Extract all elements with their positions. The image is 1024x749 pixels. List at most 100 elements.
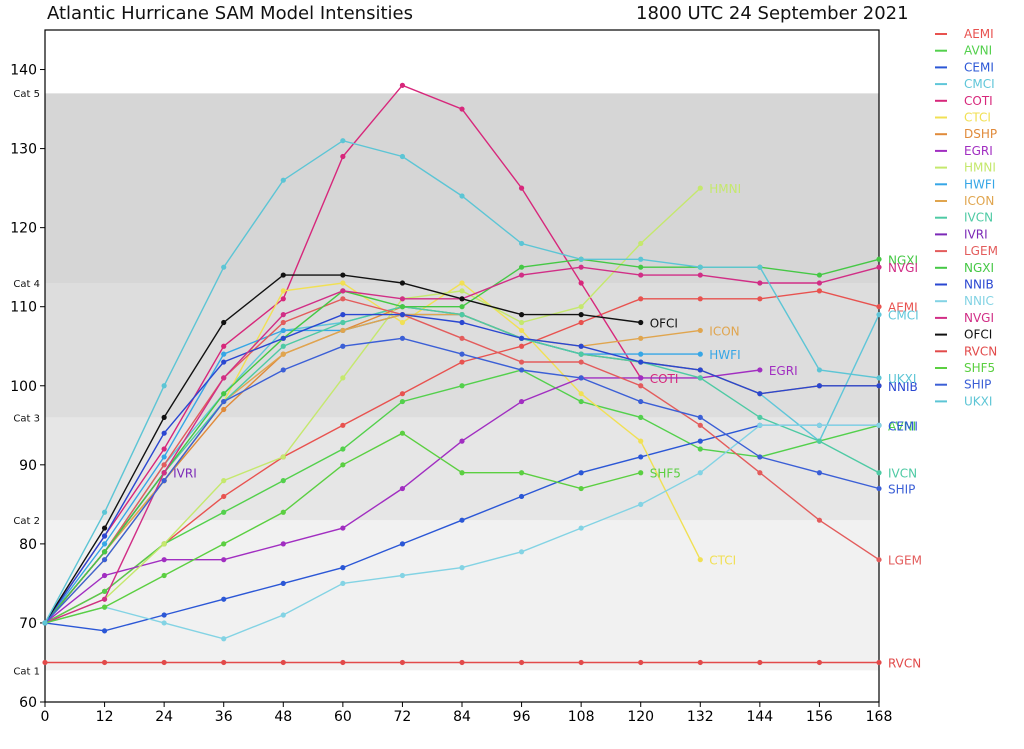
data-point [816, 288, 823, 294]
data-point [459, 288, 465, 294]
data-point [578, 485, 584, 492]
y-tick-label: 80 [19, 537, 37, 553]
x-tick-label: 24 [155, 709, 173, 725]
data-point [757, 280, 763, 286]
data-point [757, 470, 763, 476]
data-point [697, 422, 703, 428]
data-point [757, 422, 763, 428]
data-point [340, 446, 346, 452]
data-point [578, 256, 584, 262]
data-point [578, 351, 584, 357]
series-end-label: HWFI [709, 348, 740, 362]
data-point [697, 414, 703, 420]
data-point [697, 327, 703, 334]
data-point [638, 264, 644, 270]
data-point [757, 454, 763, 460]
data-point [280, 478, 286, 484]
data-point [816, 438, 823, 444]
x-tick-label: 48 [274, 709, 292, 725]
data-point [161, 541, 167, 547]
data-point [876, 304, 882, 310]
x-tick-label: 12 [96, 709, 114, 725]
data-point [161, 414, 167, 420]
x-tick-label: 72 [394, 709, 412, 725]
data-point [459, 304, 465, 310]
series-ofci: OFCI [42, 272, 678, 626]
series-end-label: NNIB [888, 380, 918, 394]
data-point [42, 659, 48, 666]
data-point [697, 296, 703, 302]
data-point [399, 485, 406, 492]
data-point [280, 351, 286, 357]
data-point [221, 351, 227, 357]
data-point [459, 319, 465, 326]
data-point [638, 375, 644, 381]
data-point [399, 335, 406, 341]
data-point [161, 446, 167, 452]
series-end-label: AEMI [888, 301, 918, 315]
legend-entry: HWFI [964, 177, 995, 191]
data-point [578, 319, 584, 326]
legend-entry: LGEM [964, 244, 998, 258]
data-point [876, 485, 882, 492]
data-point [518, 398, 525, 405]
data-point [518, 327, 525, 334]
legend-entry: HMNI [964, 161, 996, 175]
data-point [340, 280, 346, 286]
data-point [638, 659, 644, 666]
data-point [459, 296, 465, 302]
data-point [816, 280, 823, 286]
category-band [45, 93, 879, 283]
data-point [399, 296, 406, 302]
data-point [876, 264, 882, 270]
y-tick-label: 110 [10, 300, 37, 316]
data-point [697, 470, 703, 476]
data-point [876, 470, 882, 476]
data-point [280, 288, 286, 294]
data-point [340, 319, 346, 326]
data-point [638, 240, 644, 247]
data-point [816, 517, 823, 523]
series-end-label: ICON [709, 324, 739, 338]
legend-entry: EGRI [964, 144, 993, 158]
data-point [638, 296, 644, 302]
data-point [399, 391, 406, 397]
data-point [638, 351, 644, 357]
legend-entry: UKXI [964, 394, 992, 408]
data-point [459, 280, 465, 286]
data-point [161, 612, 167, 618]
data-point [101, 596, 108, 602]
data-point [518, 312, 525, 318]
data-point [876, 375, 882, 381]
y-tick-label: 60 [19, 695, 37, 711]
category-label: Cat 1 [13, 666, 40, 677]
x-tick-label: 36 [215, 709, 233, 725]
data-point [518, 264, 525, 270]
data-point [221, 557, 227, 563]
x-tick-label: 0 [41, 709, 50, 725]
x-tick-label: 84 [453, 709, 471, 725]
data-point [101, 541, 108, 547]
data-point [340, 327, 346, 334]
data-point [876, 256, 882, 262]
data-point [459, 193, 465, 199]
data-point [161, 557, 167, 563]
data-point [280, 177, 286, 183]
data-point [518, 659, 525, 666]
data-point [638, 359, 644, 365]
data-point [638, 454, 644, 460]
data-point [638, 438, 644, 444]
series-ukxi: UKXI [42, 138, 916, 626]
data-point [578, 280, 584, 286]
data-point [280, 343, 286, 349]
data-point [876, 312, 882, 318]
series-ship: SHIP [42, 335, 915, 626]
data-point [340, 343, 346, 349]
category-label: Cat 2 [13, 516, 40, 527]
series-end-label: NGXI [888, 253, 918, 267]
legend-entry: NNIC [964, 294, 994, 308]
data-point [459, 359, 465, 365]
data-point [459, 335, 465, 341]
data-point [221, 359, 227, 365]
